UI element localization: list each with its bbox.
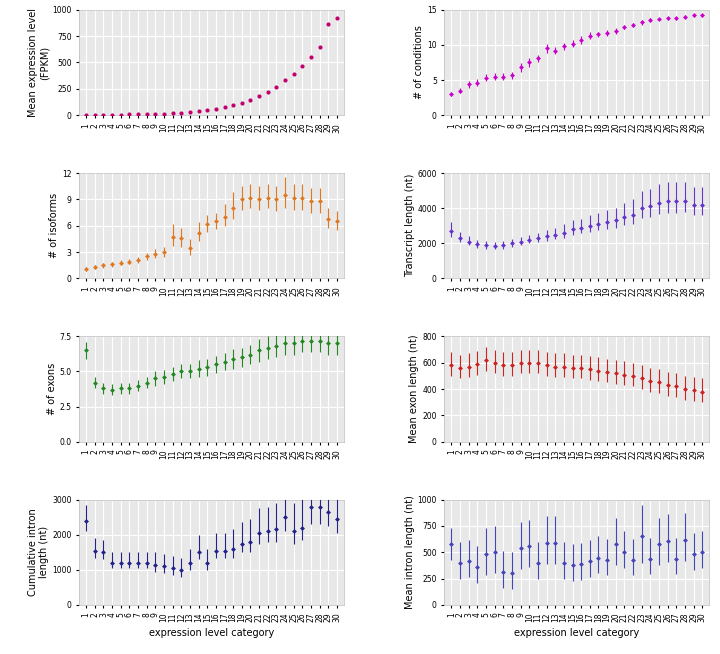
Y-axis label: Transcript length (nt): Transcript length (nt): [405, 174, 415, 277]
Y-axis label: Mean expression level
(FPKM): Mean expression level (FPKM): [28, 8, 50, 117]
X-axis label: expression level category: expression level category: [514, 628, 639, 638]
Y-axis label: Mean exon length (nt): Mean exon length (nt): [410, 335, 420, 443]
Y-axis label: Cumulative intron
length (nt): Cumulative intron length (nt): [27, 508, 49, 596]
Y-axis label: # of isoforms: # of isoforms: [49, 193, 59, 258]
X-axis label: expression level category: expression level category: [149, 628, 274, 638]
Y-axis label: # of conditions: # of conditions: [415, 26, 425, 99]
Y-axis label: Mean intron length (nt): Mean intron length (nt): [405, 495, 415, 610]
Y-axis label: # of exons: # of exons: [47, 363, 57, 415]
